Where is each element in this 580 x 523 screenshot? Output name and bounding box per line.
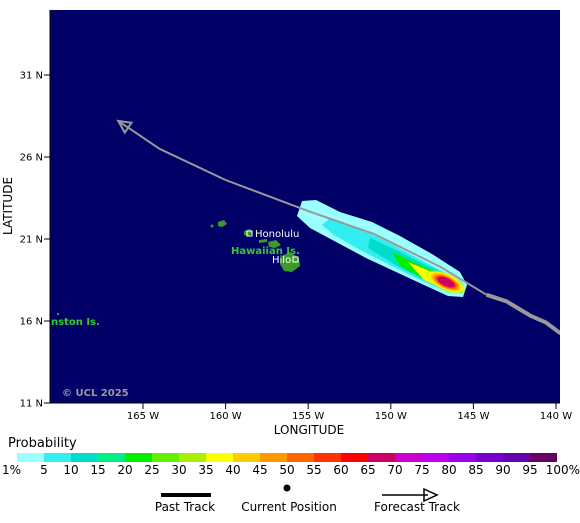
current-position-key-dot <box>283 484 291 492</box>
honolulu-marker <box>246 230 253 237</box>
y-axis-title: LATITUDE <box>1 177 15 235</box>
probability-swatch <box>368 453 395 462</box>
past-track-key-label: Past Track <box>154 500 216 514</box>
probability-swatch <box>530 453 557 462</box>
probability-swatch <box>179 453 206 462</box>
probability-swatch <box>395 453 422 462</box>
probability-scale-label: 15 <box>90 463 106 477</box>
lon-tick-label: 145 W <box>457 411 489 422</box>
probability-scale-label: 85 <box>468 463 484 477</box>
forecast-track-key-arrowhead <box>423 487 439 503</box>
probability-scale-label: 25 <box>144 463 160 477</box>
probability-swatch <box>503 453 530 462</box>
kauai <box>218 220 227 227</box>
honolulu-label: Honolulu <box>255 229 299 240</box>
copyright-label: © UCL 2025 <box>62 388 129 399</box>
probability-scale-label: 60 <box>333 463 349 477</box>
probability-scale-label: 90 <box>495 463 511 477</box>
probability-swatch <box>98 453 125 462</box>
probability-scale-label: 80 <box>441 463 457 477</box>
probability-swatch <box>341 453 368 462</box>
probability-scale-label: 1% <box>2 463 22 477</box>
probability-swath <box>297 200 467 297</box>
probability-scale-label: 75 <box>414 463 430 477</box>
probability-scale-label: 45 <box>252 463 268 477</box>
probability-swatch <box>17 453 44 462</box>
probability-swatch <box>152 453 179 462</box>
x-axis-title: LONGITUDE <box>274 423 344 437</box>
hawaiian-islands-land <box>57 220 300 315</box>
probability-swatch <box>206 453 233 462</box>
probability-scale-label: 20 <box>117 463 133 477</box>
johnston-atoll <box>57 313 59 315</box>
lat-tick-label: 21 N <box>20 235 43 246</box>
lon-tick-label: 160 W <box>210 411 242 422</box>
probability-scale-label: 50 <box>279 463 295 477</box>
probability-swatch <box>476 453 503 462</box>
probability-swatch <box>449 453 476 462</box>
maui <box>268 240 281 248</box>
probability-swatch <box>260 453 287 462</box>
forecast-arrowhead <box>116 119 134 135</box>
probability-swatch <box>71 453 98 462</box>
forecast-track-line <box>117 120 488 296</box>
current-position-key-label: Current Position <box>241 500 337 514</box>
lat-tick-label: 31 N <box>20 71 43 82</box>
forecast-track-key-label: Forecast Track <box>374 500 460 514</box>
probability-scale-label: 30 <box>171 463 187 477</box>
hilo-label: Hilo <box>272 255 291 266</box>
probability-swatch <box>314 453 341 462</box>
probability-scale-label: 35 <box>198 463 214 477</box>
lat-tick-label: 16 N <box>20 317 43 328</box>
lat-tick-label: 26 N <box>20 153 43 164</box>
hawaiian-islands-label: Hawaiian Is. <box>231 246 300 257</box>
probability-color-scale <box>17 453 557 462</box>
probability-scale-label: 100% <box>545 463 580 477</box>
probability-swatch <box>44 453 71 462</box>
hilo-marker <box>292 256 299 263</box>
probability-scale-label: 65 <box>360 463 376 477</box>
probability-scale-label: 55 <box>306 463 322 477</box>
past-track-line <box>485 292 560 336</box>
niihau <box>210 224 214 228</box>
probability-scale-label: 40 <box>225 463 241 477</box>
lon-tick-label: 165 W <box>127 411 159 422</box>
lon-tick-label: 150 W <box>375 411 407 422</box>
probability-swatch <box>233 453 260 462</box>
lat-tick-label: 11 N <box>20 399 43 410</box>
probability-scale-label: 95 <box>522 463 538 477</box>
probability-scale-label: 10 <box>63 463 79 477</box>
probability-swatch <box>125 453 152 462</box>
probability-scale-label: 5 <box>40 463 48 477</box>
lon-tick-label: 140 W <box>540 411 572 422</box>
legend-title: Probability <box>8 436 77 451</box>
swath-peak <box>437 276 455 288</box>
probability-swatch <box>287 453 314 462</box>
probability-swatch <box>422 453 449 462</box>
lon-tick-label: 155 W <box>292 411 324 422</box>
johnston-island-label: nston Is. <box>51 317 100 328</box>
probability-scale-label: 70 <box>387 463 403 477</box>
molokai <box>259 239 267 243</box>
probability-scale-labels: 1% 5 10 15 20 25 30 35 40 45 50 55 60 65 70 75 80 85 90 95 1… <box>0 463 580 479</box>
